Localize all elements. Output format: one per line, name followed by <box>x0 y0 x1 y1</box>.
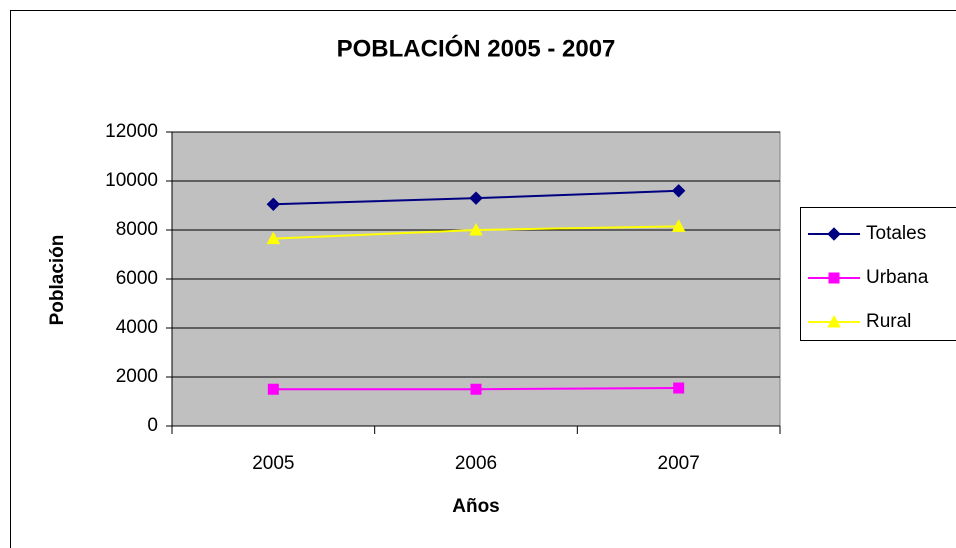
legend-label: Urbana <box>866 267 929 288</box>
marker <box>671 184 686 198</box>
marker <box>469 222 483 236</box>
y-tick-label: 8000 <box>116 219 158 240</box>
legend-box <box>800 207 956 341</box>
x-tick-label: 2005 <box>252 453 294 474</box>
chart-title: POBLACIÓN 2005 - 2007 <box>337 34 616 62</box>
marker <box>469 191 483 205</box>
y-tick-label: 2000 <box>116 366 158 387</box>
legend-label: Totales <box>866 223 926 244</box>
x-tick-label: 2007 <box>658 453 700 474</box>
marker <box>470 383 482 395</box>
marker <box>267 383 279 395</box>
marker <box>673 382 685 394</box>
y-tick-label: 6000 <box>116 268 158 289</box>
x-axis-label: Años <box>452 496 500 517</box>
y-tick-label: 12000 <box>105 121 158 142</box>
marker <box>266 197 281 211</box>
marker <box>827 314 841 328</box>
y-axis-label: Población <box>47 235 68 326</box>
y-tick-label: 0 <box>147 415 158 436</box>
marker <box>671 219 686 232</box>
x-tick-label: 2006 <box>455 453 497 474</box>
y-tick-label: 10000 <box>105 170 158 191</box>
marker <box>827 227 841 241</box>
marker <box>266 231 281 245</box>
legend-label: Rural <box>866 311 911 332</box>
marker <box>828 272 840 284</box>
y-tick-label: 4000 <box>116 317 158 338</box>
